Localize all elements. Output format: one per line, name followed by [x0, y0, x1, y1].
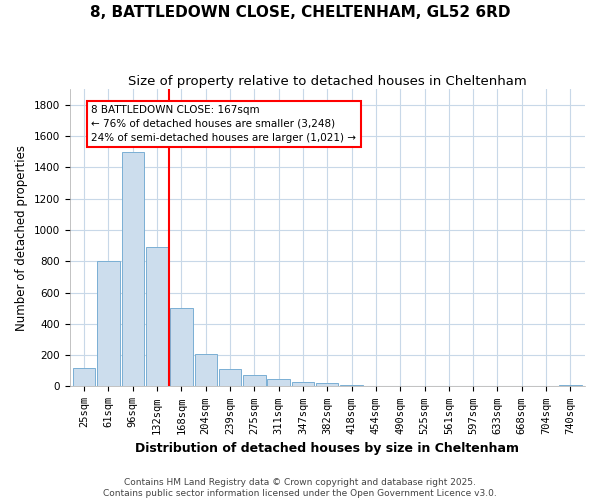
Bar	[316, 384, 338, 386]
Bar	[97, 262, 119, 386]
Bar	[559, 385, 581, 386]
Bar	[340, 385, 363, 386]
Bar	[122, 152, 144, 386]
Text: Contains HM Land Registry data © Crown copyright and database right 2025.
Contai: Contains HM Land Registry data © Crown c…	[103, 478, 497, 498]
Bar	[73, 368, 95, 386]
Text: 8, BATTLEDOWN CLOSE, CHELTENHAM, GL52 6RD: 8, BATTLEDOWN CLOSE, CHELTENHAM, GL52 6R…	[90, 5, 510, 20]
Bar	[194, 354, 217, 386]
Bar	[219, 369, 241, 386]
Bar	[268, 380, 290, 386]
Bar	[146, 247, 168, 386]
Y-axis label: Number of detached properties: Number of detached properties	[15, 145, 28, 331]
X-axis label: Distribution of detached houses by size in Cheltenham: Distribution of detached houses by size …	[135, 442, 519, 455]
Title: Size of property relative to detached houses in Cheltenham: Size of property relative to detached ho…	[128, 75, 527, 88]
Bar	[170, 308, 193, 386]
Text: 8 BATTLEDOWN CLOSE: 167sqm
← 76% of detached houses are smaller (3,248)
24% of s: 8 BATTLEDOWN CLOSE: 167sqm ← 76% of deta…	[91, 105, 356, 143]
Bar	[292, 382, 314, 386]
Bar	[243, 376, 266, 386]
